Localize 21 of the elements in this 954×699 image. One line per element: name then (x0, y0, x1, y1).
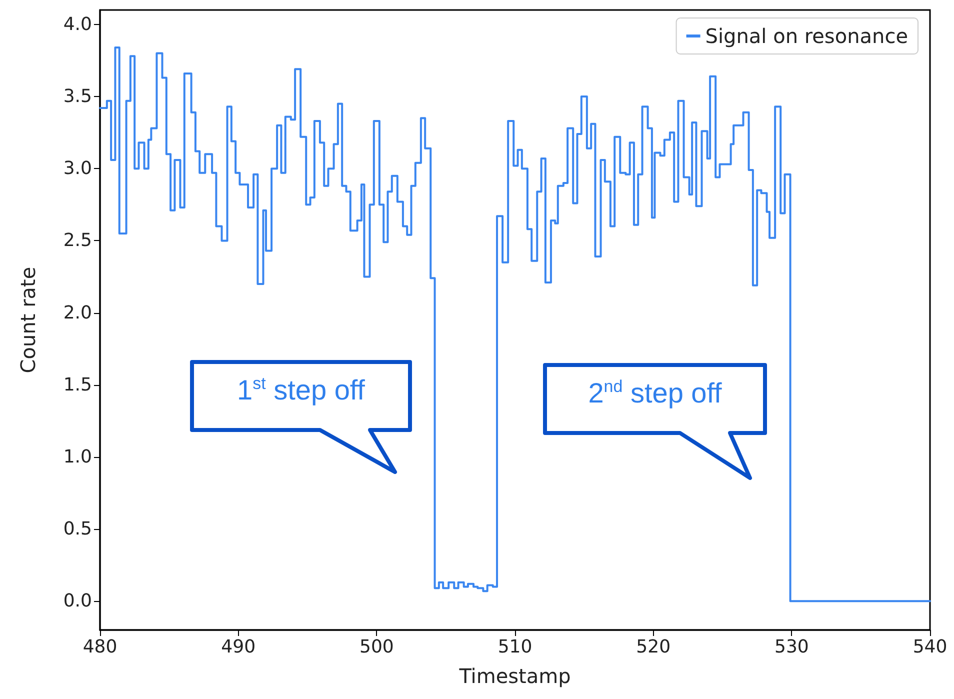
y-tick-label: 3.0 (63, 158, 92, 180)
y-tick-label: 1.0 (63, 446, 92, 468)
y-tick-label: 0.5 (63, 518, 92, 540)
x-tick-label: 500 (359, 636, 394, 658)
x-tick-label: 540 (912, 636, 948, 658)
y-tick-label: 2.5 (63, 230, 92, 252)
x-axis-title: Timestamp (458, 664, 571, 688)
annotation: 2$^{nd}$ step off (587, 377, 723, 410)
y-tick-label: 1.5 (63, 374, 92, 396)
legend-label: Signal on resonance (705, 24, 908, 48)
x-tick-label: 490 (221, 636, 256, 658)
x-tick-label: 480 (82, 636, 118, 658)
x-tick-label: 530 (774, 636, 809, 658)
y-tick-label: 2.0 (63, 302, 92, 324)
x-tick-label: 510 (498, 636, 532, 658)
annotation: 1$^{st}$ step off (236, 374, 366, 406)
y-axis-title: Count rate (16, 266, 40, 374)
x-tick-label: 520 (636, 636, 671, 658)
y-tick-label: 4.0 (63, 14, 92, 35)
y-tick-label: 3.5 (63, 86, 92, 108)
y-tick-label: 0.0 (63, 590, 92, 612)
